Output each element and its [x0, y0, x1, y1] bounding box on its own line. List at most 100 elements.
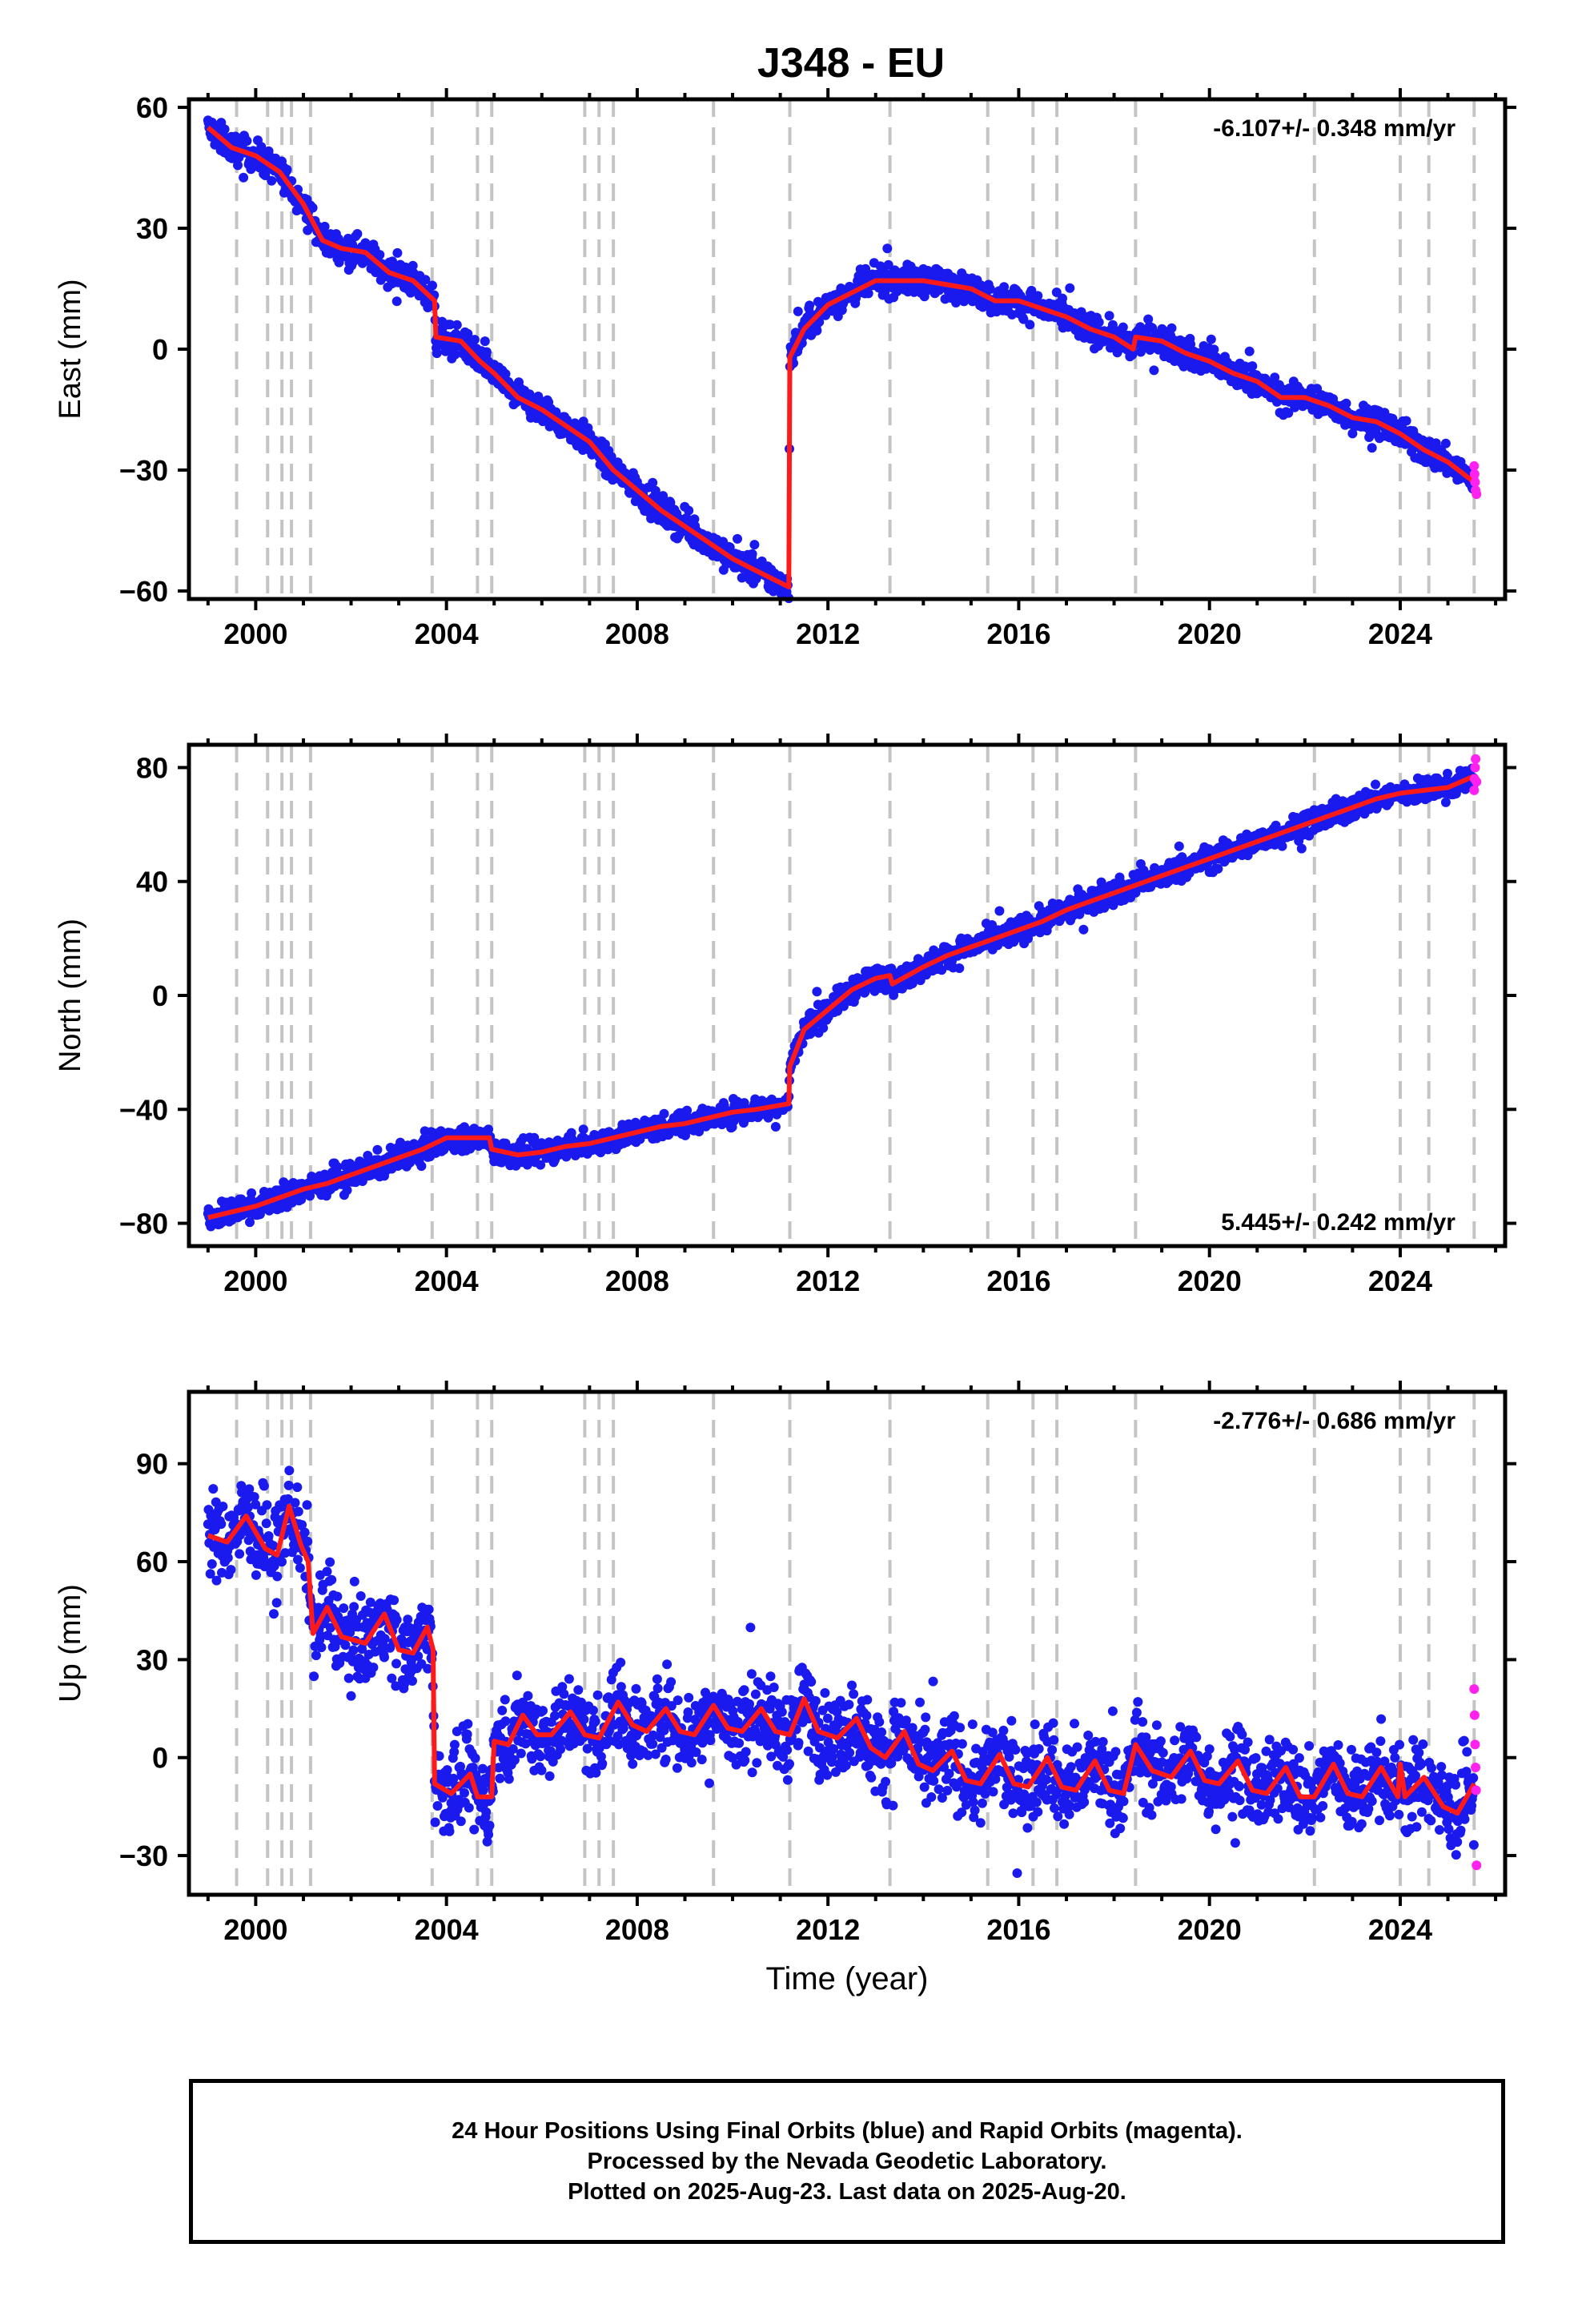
data-point [277, 1557, 287, 1567]
rapid-orbit-point [1472, 777, 1482, 787]
data-point [659, 1108, 669, 1119]
data-point [272, 1571, 283, 1582]
data-point [812, 325, 822, 336]
x-tick-label: 2008 [605, 1265, 669, 1297]
data-point [1296, 843, 1307, 854]
y-axis-label: East (mm) [54, 279, 87, 419]
data-point [283, 1480, 294, 1490]
data-point [445, 320, 456, 330]
data-point [389, 1595, 400, 1606]
data-point [302, 1500, 312, 1510]
data-point [322, 1566, 332, 1577]
data-point [235, 1549, 245, 1559]
y-tick-label: 0 [152, 333, 168, 366]
data-point [307, 203, 318, 213]
data-point [340, 1640, 351, 1651]
data-point [259, 1481, 269, 1491]
data-point [303, 1536, 313, 1546]
data-point [747, 549, 757, 559]
data-point [223, 1553, 233, 1563]
x-tick-label: 2016 [986, 617, 1050, 650]
data-point [343, 1673, 354, 1683]
data-point [733, 533, 742, 544]
data-point [242, 136, 252, 146]
data-point [408, 260, 418, 271]
x-tick-label: 2012 [796, 617, 860, 650]
data-point [368, 1663, 379, 1673]
data-point [1443, 768, 1452, 778]
x-tick-label: 2016 [986, 1265, 1050, 1297]
data-point [1244, 346, 1255, 356]
data-point [1065, 283, 1075, 293]
data-point [1174, 841, 1184, 851]
y-tick-label: 80 [136, 751, 168, 784]
x-tick-label: 2020 [1178, 1265, 1242, 1297]
final-orbit-points [203, 1466, 1479, 1878]
data-point [282, 164, 292, 175]
rapid-orbit-point [1470, 762, 1480, 773]
chart-title: J348 - EU [757, 40, 945, 86]
data-point [391, 296, 402, 307]
data-point [578, 1124, 588, 1135]
rate-annotation: 5.445+/- 0.242 mm/yr [1221, 1209, 1456, 1236]
x-tick-label: 2024 [1368, 1265, 1432, 1297]
data-point [293, 1554, 303, 1565]
data-point [375, 250, 385, 260]
y-tick-label: −60 [119, 575, 168, 608]
data-point [372, 1144, 383, 1155]
data-point [428, 280, 437, 291]
data-point [1025, 320, 1035, 330]
y-tick-label: −30 [119, 454, 168, 487]
rapid-orbit-point [1469, 785, 1480, 795]
data-point [216, 1519, 227, 1530]
x-tick-label: 2004 [415, 617, 479, 650]
data-point [450, 349, 460, 360]
data-point [346, 1691, 356, 1701]
data-point [1127, 350, 1138, 360]
data-point [684, 505, 694, 516]
x-tick-label: 2004 [415, 1265, 479, 1297]
data-point [500, 369, 511, 379]
final-orbit-points [203, 115, 1479, 604]
data-point [1104, 311, 1114, 321]
x-tick-label: 2000 [223, 617, 287, 650]
data-point [207, 1559, 217, 1569]
data-point [481, 347, 492, 357]
y-tick-label: 40 [136, 866, 168, 899]
data-point [267, 175, 277, 186]
rapid-orbit-point [1472, 489, 1482, 500]
data-point [349, 1576, 359, 1586]
data-point [452, 320, 462, 330]
y-axis-label: North (mm) [54, 919, 87, 1072]
data-point [263, 1531, 274, 1541]
data-point [749, 540, 760, 550]
y-tick-label: −80 [119, 1208, 168, 1240]
data-point [219, 124, 230, 135]
data-point [311, 1651, 321, 1661]
model-line [206, 125, 1476, 589]
data-point [261, 1518, 271, 1529]
data-point [352, 229, 363, 239]
data-point [332, 1591, 343, 1602]
data-point [1247, 361, 1258, 372]
data-point [208, 1484, 219, 1494]
data-point [1094, 317, 1104, 328]
data-point [355, 1591, 366, 1601]
data-point [239, 172, 249, 183]
data-point [1440, 438, 1451, 448]
y-tick-label: 60 [136, 91, 168, 124]
data-point [233, 160, 243, 171]
data-point [954, 963, 965, 973]
rapid-orbit-point [1471, 754, 1481, 764]
data-point [1149, 365, 1159, 376]
data-point [432, 348, 442, 359]
data-point [299, 1527, 310, 1538]
x-tick-label: 2020 [1178, 617, 1242, 650]
data-point [284, 1466, 295, 1476]
data-point [1078, 924, 1089, 935]
y-tick-label: 30 [136, 212, 168, 245]
data-point [420, 275, 431, 285]
data-point [648, 477, 658, 488]
